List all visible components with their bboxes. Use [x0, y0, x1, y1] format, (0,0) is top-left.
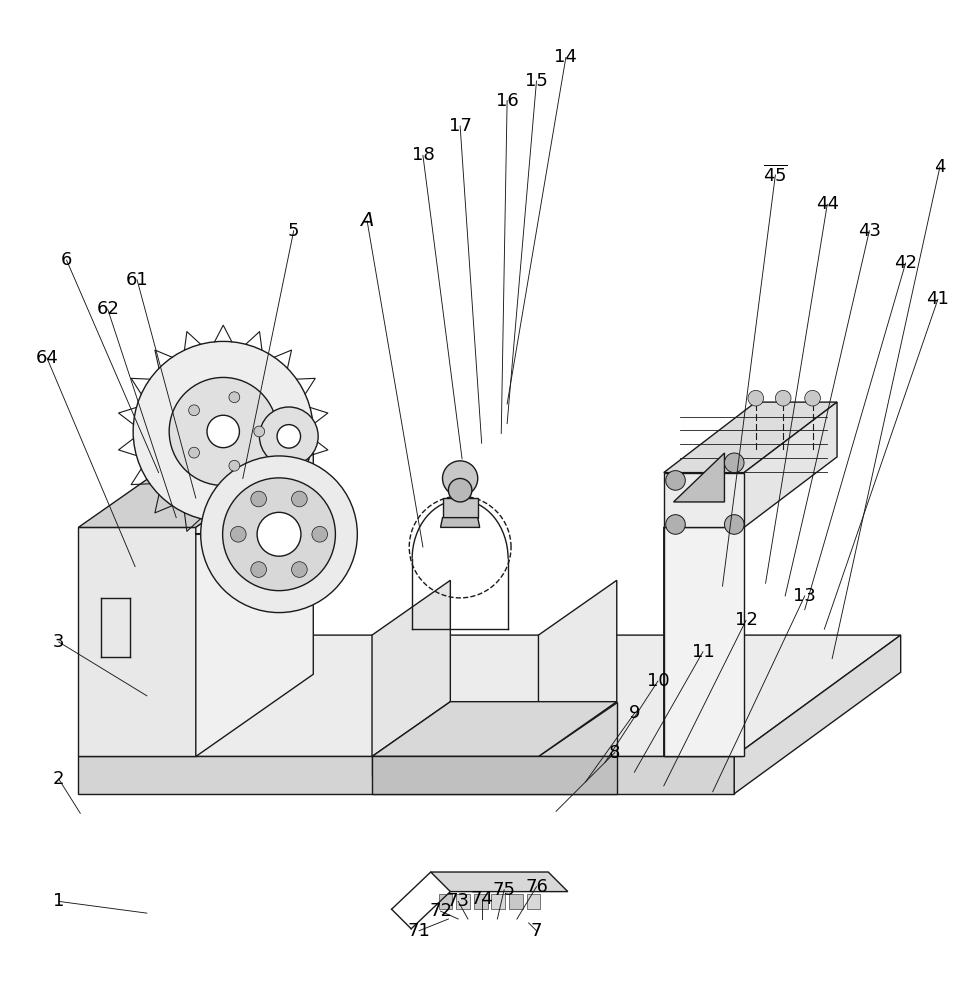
Polygon shape	[663, 702, 741, 756]
Circle shape	[133, 341, 313, 522]
Circle shape	[253, 426, 264, 437]
Text: 43: 43	[857, 222, 880, 240]
Circle shape	[442, 461, 477, 496]
Text: 44: 44	[815, 195, 838, 213]
Polygon shape	[743, 402, 836, 527]
Polygon shape	[78, 445, 313, 527]
Text: 14: 14	[554, 48, 577, 66]
Polygon shape	[78, 527, 196, 756]
Polygon shape	[372, 702, 616, 756]
Circle shape	[665, 471, 685, 490]
Text: 10: 10	[645, 672, 669, 690]
Polygon shape	[372, 756, 616, 794]
Circle shape	[200, 456, 357, 613]
Text: 17: 17	[448, 117, 471, 135]
Text: 71: 71	[407, 922, 430, 940]
Text: $\overline{45}$: $\overline{45}$	[762, 165, 787, 185]
Polygon shape	[442, 498, 477, 518]
Polygon shape	[456, 894, 469, 909]
Text: A: A	[360, 211, 374, 230]
Text: 4: 4	[933, 158, 945, 176]
Polygon shape	[491, 894, 505, 909]
Polygon shape	[526, 894, 540, 909]
Circle shape	[206, 415, 240, 448]
Polygon shape	[509, 894, 522, 909]
Polygon shape	[372, 702, 450, 756]
Text: 75: 75	[492, 881, 515, 899]
Circle shape	[229, 392, 240, 403]
Text: 13: 13	[792, 587, 816, 605]
Circle shape	[257, 512, 300, 556]
Polygon shape	[372, 756, 538, 776]
Text: 5: 5	[288, 222, 299, 240]
Text: 12: 12	[734, 611, 757, 629]
Text: 7: 7	[530, 922, 542, 940]
Polygon shape	[430, 872, 567, 892]
Text: 42: 42	[893, 254, 916, 272]
Circle shape	[775, 390, 790, 406]
Polygon shape	[372, 580, 450, 756]
Circle shape	[804, 390, 820, 406]
Text: 15: 15	[524, 72, 548, 90]
Polygon shape	[734, 635, 900, 794]
Text: 72: 72	[428, 902, 452, 920]
Circle shape	[291, 491, 307, 507]
Circle shape	[189, 405, 200, 416]
Text: 9: 9	[628, 704, 640, 722]
Circle shape	[169, 377, 277, 486]
Polygon shape	[473, 894, 487, 909]
Circle shape	[222, 478, 335, 591]
Text: 6: 6	[61, 251, 72, 269]
Polygon shape	[78, 756, 734, 794]
Text: 76: 76	[524, 878, 548, 896]
Text: 74: 74	[469, 890, 493, 908]
Circle shape	[448, 478, 471, 502]
Text: 3: 3	[53, 633, 65, 651]
Text: 62: 62	[96, 300, 119, 318]
Polygon shape	[438, 894, 452, 909]
Text: 11: 11	[690, 643, 714, 661]
Circle shape	[747, 390, 763, 406]
Polygon shape	[196, 445, 313, 756]
Text: 16: 16	[495, 92, 518, 110]
Polygon shape	[538, 580, 616, 756]
Circle shape	[291, 562, 307, 577]
Text: 8: 8	[608, 744, 620, 762]
Polygon shape	[663, 473, 741, 756]
Circle shape	[724, 453, 743, 473]
Circle shape	[665, 515, 685, 534]
Circle shape	[250, 562, 266, 577]
Circle shape	[259, 407, 318, 466]
Circle shape	[277, 425, 300, 448]
Circle shape	[250, 491, 266, 507]
Text: 1: 1	[53, 892, 65, 910]
Circle shape	[230, 526, 245, 542]
Polygon shape	[663, 473, 743, 527]
Polygon shape	[440, 518, 479, 527]
Circle shape	[724, 515, 743, 534]
Polygon shape	[538, 702, 616, 756]
Circle shape	[312, 526, 328, 542]
Text: 18: 18	[411, 146, 434, 164]
Text: 73: 73	[446, 892, 469, 910]
Circle shape	[229, 460, 240, 471]
Polygon shape	[663, 527, 743, 756]
Text: 2: 2	[53, 770, 65, 788]
Polygon shape	[663, 402, 836, 473]
Polygon shape	[673, 453, 724, 502]
Text: 64: 64	[35, 349, 59, 367]
Circle shape	[189, 447, 200, 458]
Text: 41: 41	[925, 290, 949, 308]
Polygon shape	[78, 635, 900, 756]
Text: 61: 61	[125, 271, 149, 289]
